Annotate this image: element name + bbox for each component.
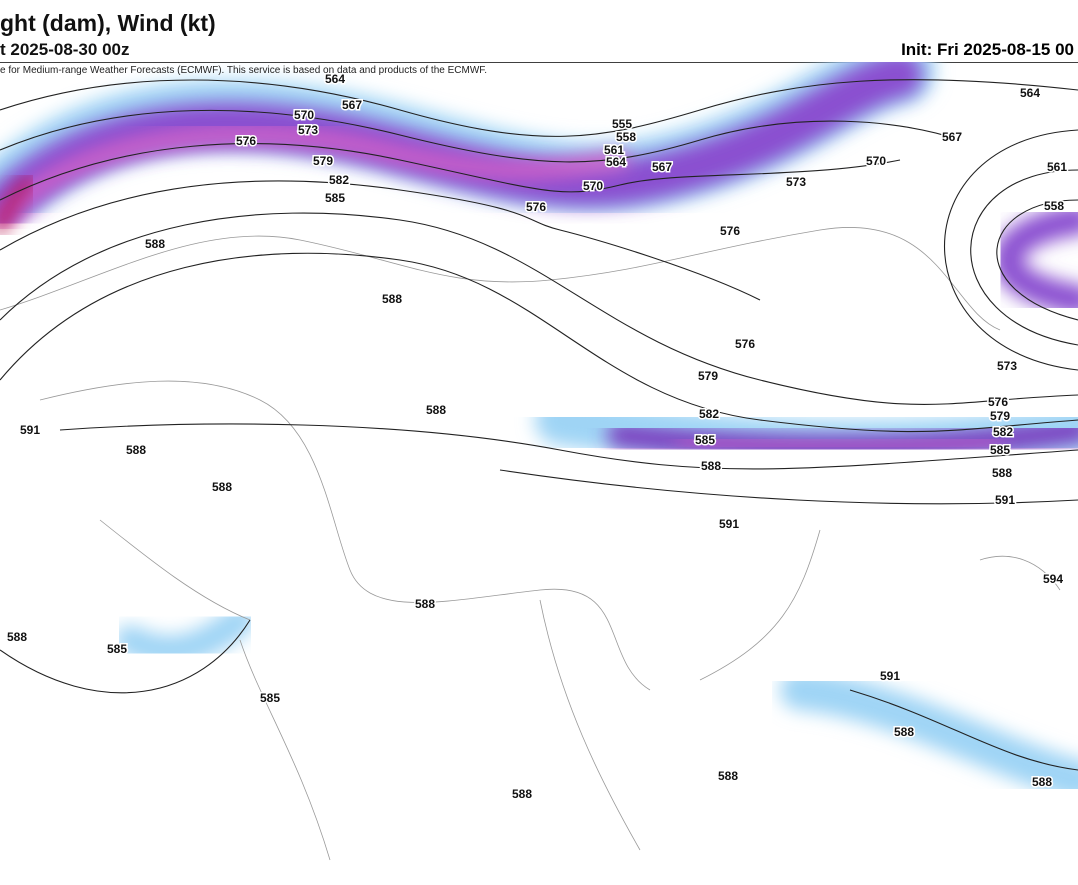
height-contours [0, 79, 1078, 771]
valid-time: t 2025-08-30 00z [0, 40, 130, 59]
contour-label: 588 [701, 459, 721, 473]
contour-label: 585 [260, 691, 280, 705]
contour-label: 558 [1044, 199, 1064, 213]
contour-label: 582 [699, 407, 719, 421]
contour-label: 573 [786, 175, 806, 189]
contour-label: 573 [997, 359, 1017, 373]
contour-label: 591 [995, 493, 1015, 507]
contour-label: 579 [313, 154, 333, 168]
contour-label: 588 [126, 443, 146, 457]
contour-label: 588 [1032, 775, 1052, 789]
init-time: Init: Fri 2025-08-15 00 [901, 40, 1074, 59]
contour-label: 582 [329, 173, 349, 187]
contour-label: 570 [583, 179, 603, 193]
contour-label: 591 [880, 669, 900, 683]
contour-label: 573 [298, 123, 318, 137]
contour-label: 567 [942, 130, 962, 144]
contour-label: 588 [512, 787, 532, 801]
contour-label: 579 [990, 409, 1010, 423]
contour-label: 564 [606, 155, 626, 169]
contour-label: 588 [718, 769, 738, 783]
contour-label: 588 [894, 725, 914, 739]
contour-label: 576 [735, 337, 755, 351]
contour-label: 588 [7, 630, 27, 644]
borders [0, 227, 1061, 861]
contour-label: 585 [325, 191, 345, 205]
contour-label: 591 [20, 423, 40, 437]
contour-label: 585 [990, 443, 1010, 457]
contour-label: 576 [720, 224, 740, 238]
contour-label: 582 [993, 425, 1013, 439]
contour-label: 585 [695, 433, 715, 447]
contour-label: 588 [212, 480, 232, 494]
contour-label: 564 [325, 72, 345, 86]
contour-label: 561 [1047, 160, 1067, 174]
contour-label: 561 [604, 143, 624, 157]
contour-label: 594 [1043, 572, 1063, 586]
contour-label: 576 [236, 134, 256, 148]
contour-label: 588 [992, 466, 1012, 480]
contour-label: 564 [1020, 86, 1040, 100]
contour-label: 567 [652, 160, 672, 174]
contour-label: 555 [612, 117, 632, 131]
contour-label: 588 [145, 237, 165, 251]
contour-label: 576 [526, 200, 546, 214]
contour-label: 576 [988, 395, 1008, 409]
contour-label: 570 [294, 108, 314, 122]
contour-label: 588 [426, 403, 446, 417]
contour-label: 567 [342, 98, 362, 112]
contour-label: 585 [107, 642, 127, 656]
attribution: e for Medium-range Weather Forecasts (EC… [0, 65, 488, 76]
contour-label: 591 [719, 517, 739, 531]
contour-label: 558 [616, 130, 636, 144]
contour-label: 570 [866, 154, 886, 168]
jet-streams [0, 62, 1078, 800]
contour-label: 588 [382, 292, 402, 306]
contour-label: 588 [415, 597, 435, 611]
title: ght (dam), Wind (kt) [0, 10, 216, 36]
contour-label: 579 [698, 369, 718, 383]
